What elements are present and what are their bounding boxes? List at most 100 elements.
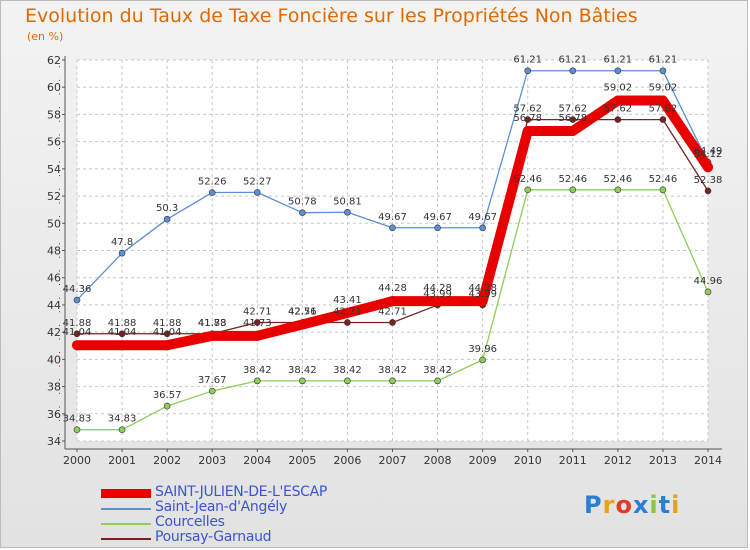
- data-label: 42.56: [288, 307, 317, 318]
- y-tick-label: 46: [47, 272, 61, 285]
- data-point: [72, 340, 82, 351]
- data-point: [163, 215, 171, 223]
- data-point: [704, 288, 712, 296]
- data-label: 52.46: [558, 174, 587, 185]
- data-label: 61.21: [558, 55, 587, 66]
- x-tick-label: 2011: [559, 454, 587, 467]
- data-point: [253, 319, 261, 326]
- data-label: 34.83: [108, 414, 137, 425]
- data-label: 57.62: [604, 104, 633, 115]
- x-tick-label: 2006: [333, 454, 361, 467]
- data-point: [118, 426, 126, 434]
- y-tick-label: 54: [47, 163, 61, 176]
- data-point: [614, 116, 622, 123]
- y-tick-label: 36: [47, 408, 61, 421]
- data-point: [524, 67, 532, 75]
- data-point: [569, 67, 577, 75]
- x-tick-label: 2012: [604, 454, 632, 467]
- data-point: [659, 186, 667, 194]
- data-label: 37.67: [198, 375, 227, 386]
- data-label: 52.46: [513, 174, 542, 185]
- data-point: [253, 189, 261, 196]
- data-point: [207, 330, 218, 341]
- data-point: [432, 296, 443, 307]
- logo-letter: t: [658, 491, 672, 519]
- data-label: 34.83: [63, 414, 92, 425]
- logo-letter: P: [584, 491, 603, 519]
- x-tick-label: 2000: [63, 454, 91, 467]
- data-point: [567, 126, 578, 137]
- data-point: [524, 116, 532, 123]
- data-label: 42.71: [378, 306, 407, 317]
- data-point: [162, 340, 173, 351]
- x-tick-label: 2014: [694, 454, 722, 467]
- data-label: 57.62: [649, 104, 678, 115]
- x-tick-label: 2001: [108, 454, 136, 467]
- data-point: [163, 402, 171, 410]
- data-point: [477, 296, 488, 307]
- data-label: 39.96: [468, 344, 497, 355]
- data-label: 50.81: [333, 196, 362, 207]
- data-label: 36.57: [153, 390, 182, 401]
- data-point: [117, 340, 128, 351]
- y-tick-label: 38: [47, 381, 61, 394]
- data-label: 44.28: [468, 283, 497, 294]
- data-point: [479, 356, 486, 364]
- x-tick-label: 2002: [153, 454, 181, 467]
- data-label: 50.78: [288, 197, 317, 208]
- logo-letter: i: [649, 491, 659, 519]
- data-label: 61.21: [649, 55, 678, 66]
- data-label: 50.3: [156, 203, 178, 214]
- data-label: 41.04: [63, 327, 92, 338]
- data-point: [389, 319, 396, 326]
- data-point: [344, 377, 351, 385]
- data-point: [614, 67, 622, 75]
- x-tick-label: 2009: [469, 454, 497, 467]
- data-point: [73, 330, 81, 338]
- logo-letter: i: [671, 491, 681, 519]
- legend-label: Courcelles: [155, 514, 225, 530]
- data-point: [434, 224, 441, 232]
- data-label: 42.71: [243, 306, 272, 317]
- data-label: 44.28: [378, 283, 407, 294]
- data-point: [389, 377, 396, 385]
- data-label: 44.28: [423, 283, 452, 294]
- legend-label: Poursay-Garnaud: [155, 529, 272, 545]
- data-point: [389, 224, 396, 232]
- data-label: 44.36: [63, 284, 92, 295]
- data-label: 56.78: [513, 113, 542, 124]
- data-label: 49.67: [468, 212, 497, 223]
- data-point: [73, 426, 81, 434]
- data-point: [569, 186, 577, 194]
- data-label: 57.62: [558, 104, 587, 115]
- y-tick-label: 60: [47, 81, 61, 94]
- data-point: [342, 307, 353, 318]
- data-point: [73, 296, 81, 304]
- data-label: 43.41: [333, 295, 362, 306]
- data-label: 41.88: [198, 318, 227, 329]
- data-point: [387, 296, 398, 307]
- data-point: [703, 162, 713, 173]
- legend-label: SAINT-JULIEN-DE-L'ESCAP: [155, 484, 328, 500]
- data-label: 61.21: [513, 55, 542, 66]
- data-point: [253, 377, 261, 385]
- chart-subtitle: (en %): [27, 30, 64, 43]
- data-point: [299, 209, 306, 216]
- y-tick-label: 56: [47, 136, 61, 149]
- data-label: 52.46: [649, 174, 678, 185]
- y-tick-label: 44: [47, 299, 61, 312]
- data-label: 61.21: [604, 55, 633, 66]
- data-label: 38.42: [243, 365, 272, 376]
- data-label: 41.73: [198, 318, 227, 329]
- data-point: [344, 319, 351, 326]
- legend-swatch: [101, 508, 151, 510]
- y-tick-label: 62: [47, 54, 61, 67]
- data-label: 56.78: [558, 113, 587, 124]
- y-tick-label: 58: [47, 108, 61, 121]
- data-label: 41.73: [243, 318, 272, 329]
- data-label: 38.42: [378, 365, 407, 376]
- data-point: [163, 330, 171, 338]
- data-point: [569, 116, 577, 123]
- data-label: 41.04: [153, 327, 182, 338]
